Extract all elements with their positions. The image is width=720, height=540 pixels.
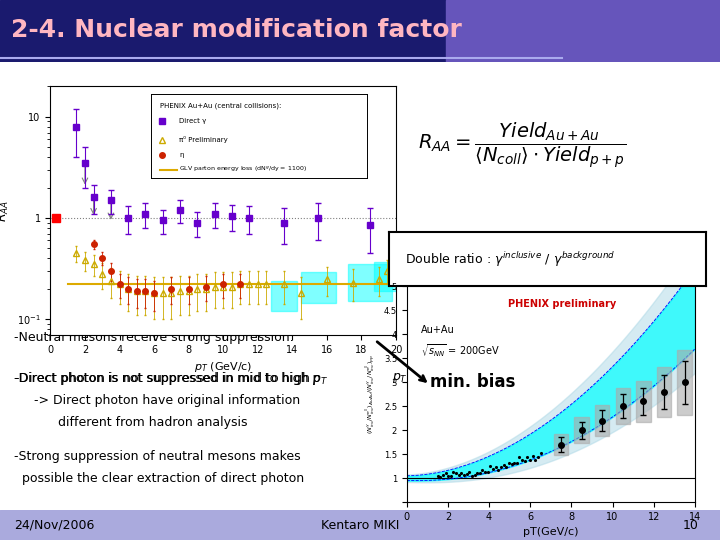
Text: PHENIX preliminary: PHENIX preliminary	[508, 299, 616, 309]
Text: $\sqrt{s_{NN}}$ = 200GeV: $\sqrt{s_{NN}}$ = 200GeV	[421, 342, 500, 359]
Text: PHENIX Au+Au (central collisions):: PHENIX Au+Au (central collisions):	[160, 103, 282, 110]
Bar	[301, 272, 336, 303]
Text: 24/Nov/2006: 24/Nov/2006	[14, 518, 95, 532]
Text: min. bias: min. bias	[430, 373, 516, 390]
Bar	[636, 381, 651, 422]
Text: GLV parton energy loss (dN$^g$/dy = 1100): GLV parton energy loss (dN$^g$/dy = 1100…	[179, 165, 307, 174]
Text: -> Direct photon have original information: -> Direct photon have original informati…	[22, 394, 300, 407]
Bar	[595, 405, 609, 436]
Text: 2-4. Nuclear modification factor: 2-4. Nuclear modification factor	[11, 18, 462, 42]
Bar	[616, 388, 630, 424]
Text: η: η	[179, 152, 184, 158]
Y-axis label: $(N^\gamma_{inc}/N^{\pi^0}_{inc})_{AuAu}/(N^\gamma_{inc}/N^{\pi^0}_{inc})_{pp}$: $(N^\gamma_{inc}/N^{\pi^0}_{inc})_{AuAu}…	[364, 354, 378, 434]
Bar	[678, 350, 692, 415]
Text: different from hadron analysis: different from hadron analysis	[22, 416, 247, 429]
Text: $R_{AA} = \dfrac{Yield_{Au+Au}}{\langle N_{coll}\rangle \cdot Yield_{p+p}}$: $R_{AA} = \dfrac{Yield_{Au+Au}}{\langle …	[418, 120, 626, 170]
Bar	[446, 0, 720, 62]
X-axis label: $p_T$ (GeV/c): $p_T$ (GeV/c)	[194, 360, 253, 374]
Bar	[0, 0, 446, 62]
Text: 10: 10	[683, 518, 698, 532]
Text: Kentaro MIKI: Kentaro MIKI	[321, 518, 399, 532]
Y-axis label: $R_{AA}$: $R_{AA}$	[0, 200, 12, 221]
Bar	[554, 434, 568, 455]
Bar	[575, 417, 589, 443]
Text: Direct γ: Direct γ	[179, 118, 207, 124]
Bar	[657, 367, 671, 417]
Text: Au+Au: Au+Au	[421, 325, 455, 335]
Text: -Direct photon is not suppressed in mid to high p: -Direct photon is not suppressed in mid …	[14, 372, 321, 384]
Bar	[374, 262, 400, 291]
Text: signal: signal	[0, 539, 1, 540]
Text: possible the clear extraction of direct photon: possible the clear extraction of direct …	[14, 472, 305, 485]
Text: π⁰ Preliminary: π⁰ Preliminary	[179, 136, 228, 143]
Text: -Strong suppression of neutral mesons makes: -Strong suppression of neutral mesons ma…	[14, 450, 301, 463]
Text: -Neutral mesons receive strong suppression.: -Neutral mesons receive strong suppressi…	[14, 331, 294, 344]
Text: Double ratio : $\gamma^{inclusive}\ /\ \gamma^{background}$: Double ratio : $\gamma^{inclusive}\ /\ \…	[405, 250, 615, 269]
Text: $p_T$: $p_T$	[392, 371, 408, 385]
Bar	[271, 281, 297, 311]
Bar	[348, 264, 392, 301]
X-axis label: pT(GeV/c): pT(GeV/c)	[523, 528, 579, 537]
Text: -Direct photon is not suppressed in mid to high $p_T$: -Direct photon is not suppressed in mid …	[14, 369, 329, 387]
